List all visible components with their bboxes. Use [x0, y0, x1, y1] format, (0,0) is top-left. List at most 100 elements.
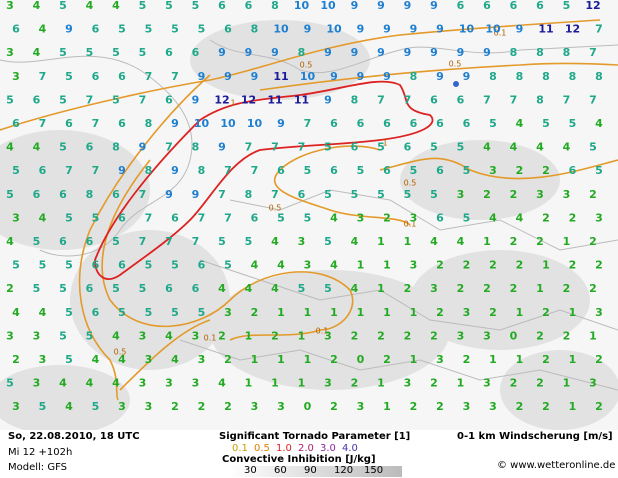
wind-shear-value: 3 — [6, 329, 14, 342]
wind-shear-value: 2 — [489, 259, 497, 272]
wind-shear-value: 8 — [536, 93, 544, 106]
wind-shear-value: 6 — [463, 117, 471, 130]
wind-shear-value: 5 — [198, 306, 206, 319]
wind-shear-value: 3 — [589, 377, 597, 390]
wind-shear-value: 2 — [330, 353, 338, 366]
wind-shear-value: 6 — [33, 93, 41, 106]
contour-label: 0.5 — [404, 179, 417, 188]
wind-shear-value: 6 — [165, 46, 173, 59]
wind-shear-value: 2 — [542, 211, 550, 224]
wind-shear-value: 7 — [198, 211, 206, 224]
wind-shear-value: 11 — [538, 23, 553, 36]
wind-shear-value: 6 — [12, 23, 20, 36]
wind-shear-value: 3 — [39, 353, 47, 366]
wind-shear-value: 3 — [463, 306, 471, 319]
wind-shear-value: 5 — [139, 0, 147, 12]
wind-shear-value: 9 — [198, 70, 206, 83]
cin-level: 150 — [364, 465, 384, 476]
wind-shear-value: 1 — [298, 377, 306, 390]
wind-shear-value: 8 — [510, 46, 518, 59]
wind-shear-value: 3 — [118, 400, 126, 413]
wind-shear-value: 5 — [86, 46, 94, 59]
wind-shear-value: 2 — [463, 353, 471, 366]
stp-level: 0.1 — [232, 443, 248, 454]
wind-shear-value: 2 — [436, 306, 444, 319]
wind-shear-value: 4 — [112, 377, 120, 390]
wind-shear-value: 5 — [6, 377, 14, 390]
wind-shear-value: 3 — [33, 329, 41, 342]
wind-shear-value: 8 — [245, 188, 253, 201]
wind-shear-value: 4 — [277, 259, 285, 272]
wind-shear-value: 2 — [516, 259, 524, 272]
wind-shear-value: 7 — [404, 93, 412, 106]
wind-shear-value: 8 — [198, 164, 206, 177]
wind-shear-value: 5 — [324, 282, 332, 295]
wind-shear-value: 5 — [198, 23, 206, 36]
cin-level: 90 — [304, 465, 317, 476]
wind-shear-value: 5 — [351, 188, 359, 201]
wind-shear-value: 10 — [294, 0, 310, 12]
wind-shear-value: 5 — [39, 400, 47, 413]
wind-shear-value: 5 — [324, 141, 332, 154]
wind-shear-value: 6 — [65, 117, 73, 130]
wind-shear-value: 2 — [569, 259, 577, 272]
wind-shear-value: 4 — [330, 259, 338, 272]
wind-shear-value: 4 — [33, 141, 41, 154]
wind-shear-value: 8 — [271, 0, 279, 12]
wind-shear-value: 4 — [218, 377, 226, 390]
wind-shear-value: 7 — [92, 164, 100, 177]
wind-shear-value: 6 — [92, 70, 100, 83]
wind-shear-value: 6 — [351, 141, 359, 154]
wind-shear-value: 3 — [457, 329, 465, 342]
wind-shear-value: 6 — [165, 93, 173, 106]
wind-shear-value: 5 — [171, 259, 179, 272]
wind-shear-value: 1 — [569, 400, 577, 413]
wind-shear-value: 1 — [516, 306, 524, 319]
wind-shear-value: 9 — [192, 188, 200, 201]
wind-shear-value: 9 — [430, 46, 438, 59]
wind-shear-value: 7 — [139, 235, 147, 248]
wind-shear-value: 5 — [118, 306, 126, 319]
wind-shear-value: 1 — [563, 377, 571, 390]
wind-shear-value: 2 — [595, 353, 603, 366]
wind-shear-value: 6 — [59, 188, 67, 201]
wind-shear-value: 5 — [33, 282, 41, 295]
wind-shear-value: 1 — [542, 259, 550, 272]
wind-shear-value: 5 — [145, 23, 153, 36]
wind-shear-value: 6 — [330, 117, 338, 130]
wind-shear-value: 5 — [463, 211, 471, 224]
wind-shear-value: 2 — [510, 235, 518, 248]
wind-shear-value: 9 — [192, 93, 200, 106]
wind-shear-value: 1 — [304, 353, 312, 366]
wind-shear-value: 5 — [298, 282, 306, 295]
wind-shear-value: 8 — [86, 188, 94, 201]
wind-shear-value: 5 — [430, 141, 438, 154]
wind-shear-value: 5 — [112, 235, 120, 248]
wind-shear-value: 9 — [457, 46, 465, 59]
wind-shear-value: 4 — [12, 306, 20, 319]
wind-shear-value: 6 — [118, 259, 126, 272]
wind-shear-value: 5 — [112, 93, 120, 106]
wind-shear-value: 2 — [563, 329, 571, 342]
wind-shear-value: 4 — [33, 0, 41, 12]
wind-shear-value: 2 — [589, 188, 597, 201]
wind-shear-value: 4 — [33, 46, 41, 59]
wind-shear-values: 3 4 5 4 4 5 5 5 6 6 8 10 10 9 9 9 9 6 6 6 6 5 126 4 9 6 5 5 5 5 6 8 10 9 1… — [6, 0, 603, 413]
wind-shear-value: 3 — [324, 329, 332, 342]
wind-shear-value: 6 — [198, 259, 206, 272]
wind-shear-value: 4 — [118, 353, 126, 366]
wind-shear-value: 7 — [589, 46, 597, 59]
wind-shear-value: 6 — [112, 188, 120, 201]
wind-shear-value: 1 — [377, 282, 385, 295]
wind-shear-value: 6 — [436, 117, 444, 130]
wind-shear-value: 3 — [357, 400, 365, 413]
wind-shear-value: 8 — [536, 46, 544, 59]
wind-shear-value: 3 — [357, 211, 365, 224]
wind-shear-value: 7 — [218, 188, 226, 201]
wind-shear-value: 3 — [457, 188, 465, 201]
wind-shear-value: 9 — [383, 70, 391, 83]
wind-shear-value: 0 — [304, 400, 312, 413]
wind-shear-value: 2 — [12, 353, 20, 366]
wind-shear-value: 4 — [510, 141, 518, 154]
